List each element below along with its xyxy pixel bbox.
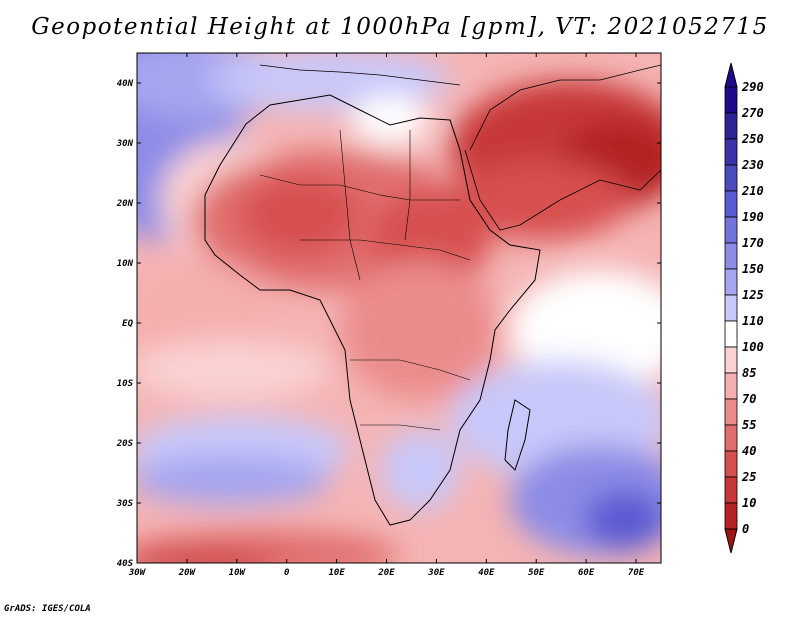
y-tick-label: 40S — [117, 559, 134, 569]
colorbar-segment — [724, 216, 738, 244]
x-tick-label: 10W — [229, 568, 247, 578]
y-tick-label: 40N — [117, 79, 134, 89]
colorbar-top-triangle — [724, 62, 738, 88]
y-tick-label: 30N — [116, 139, 134, 149]
colorbar-segment — [724, 242, 738, 270]
x-tick-label: 70E — [628, 568, 645, 578]
colorbar-segment — [724, 112, 738, 140]
colorbar-segment — [724, 190, 738, 218]
colorbar-segment — [724, 476, 738, 504]
coastlines — [204, 64, 661, 526]
colorbar: 2902702502302101901701501251101008570554… — [724, 62, 764, 554]
colorbar-segment — [724, 450, 738, 478]
x-tick-label: 60E — [578, 568, 595, 578]
colorbar-segment — [724, 138, 738, 166]
colorbar-segment — [724, 164, 738, 192]
colorbar-bottom-triangle — [724, 528, 738, 554]
chart-title: Geopotential Height at 1000hPa [gpm], VT… — [31, 14, 769, 40]
x-tick-label: 40E — [478, 568, 495, 578]
colorbar-label: 70 — [742, 392, 756, 406]
colorbar-segment — [724, 502, 738, 530]
colorbar-label: 190 — [742, 210, 764, 224]
colorbar-label: 110 — [742, 314, 764, 328]
colorbar-label: 85 — [742, 366, 756, 380]
x-tick-label: 20E — [377, 568, 395, 578]
colorbar-label: 10 — [742, 496, 756, 510]
x-tick-label: 30E — [427, 568, 445, 578]
y-tick-label: 30S — [116, 499, 134, 509]
height-field — [137, 53, 661, 563]
colorbar-segment — [724, 398, 738, 426]
credit-label: GrADS: IGES/COLA — [4, 604, 91, 614]
x-tick-label: 10E — [328, 568, 345, 578]
y-tick-label: 20N — [116, 199, 134, 209]
colorbar-label: 40 — [742, 444, 756, 458]
colorbar-label: 55 — [742, 418, 756, 432]
x-tick-label: 20W — [178, 568, 197, 578]
colorbar-segment — [724, 320, 738, 348]
y-tick-label: EQ — [122, 319, 133, 329]
colorbar-segment — [724, 424, 738, 452]
colorbar-segment — [724, 86, 738, 114]
x-tick-label: 30W — [128, 568, 147, 578]
colorbar-segment — [724, 372, 738, 400]
x-tick-label: 0 — [284, 568, 290, 578]
plot-frame — [136, 52, 662, 564]
colorbar-label: 125 — [742, 288, 764, 302]
axis-ticks: 30W 20W 10W 0 10E 20E 30E 40E 50E 60E 70E 40N 30N 20N… — [116, 53, 661, 578]
colorbar-label: 230 — [741, 158, 764, 172]
colorbar-label: 210 — [741, 184, 764, 198]
colorbar-label: 25 — [741, 470, 756, 484]
colorbar-label: 150 — [742, 262, 764, 276]
colorbar-segment — [724, 346, 738, 374]
colorbar-label: 270 — [741, 106, 764, 120]
colorbar-label: 290 — [741, 80, 764, 94]
colorbar-segment — [724, 268, 738, 296]
colorbar-label: 0 — [742, 522, 749, 536]
colorbar-label: 250 — [741, 132, 764, 146]
colorbar-label: 100 — [742, 340, 764, 354]
y-tick-label: 20S — [116, 439, 134, 449]
x-tick-label: 50E — [528, 568, 545, 578]
y-tick-label: 10S — [117, 379, 134, 389]
colorbar-segment — [724, 294, 738, 322]
y-tick-label: 10N — [117, 259, 134, 269]
colorbar-label: 170 — [742, 236, 764, 250]
